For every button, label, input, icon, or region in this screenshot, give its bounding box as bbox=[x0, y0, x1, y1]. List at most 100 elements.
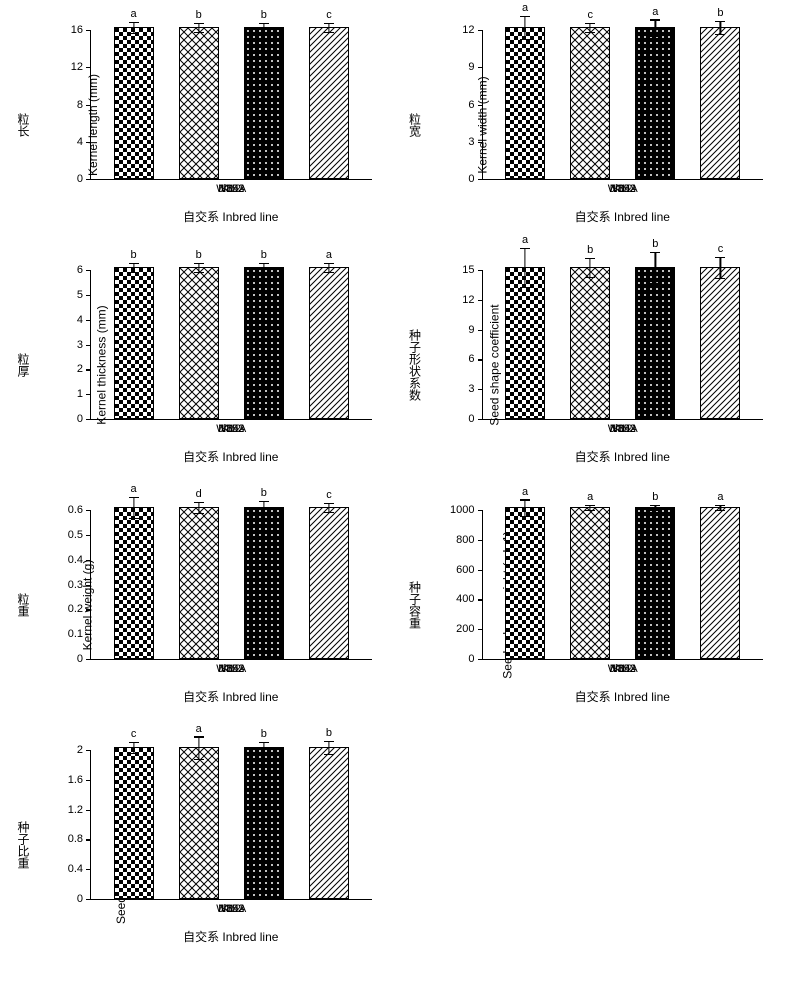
error-cap bbox=[585, 505, 595, 506]
bar: b bbox=[244, 747, 284, 899]
ytick bbox=[478, 419, 483, 420]
error-cap bbox=[129, 753, 139, 754]
ytick-label: 400 bbox=[456, 593, 474, 605]
plot-area: 00.10.20.30.40.50.6aN192dW64AbJi853cK12 bbox=[90, 510, 372, 660]
bar: a bbox=[505, 27, 545, 179]
error-cap bbox=[194, 513, 204, 514]
error-cap bbox=[520, 248, 530, 249]
bar: b bbox=[635, 507, 675, 659]
ytick-label: 200 bbox=[456, 623, 474, 635]
ytick-label: 0.2 bbox=[68, 603, 83, 615]
bar: c bbox=[570, 27, 610, 179]
ytick-label: 0.8 bbox=[68, 833, 83, 845]
bar-wrap: bW64A bbox=[179, 27, 219, 179]
error-cap bbox=[129, 272, 139, 273]
plot-area: 0481216aN192bW64AbJi853cK12 bbox=[90, 30, 372, 180]
error-cap bbox=[585, 510, 595, 511]
bars: bN192bW64AbJi853aK12 bbox=[91, 270, 372, 419]
bar-wrap: aN192 bbox=[114, 507, 154, 659]
error-cap bbox=[324, 754, 334, 755]
bars: aN192aW64AbJi853aK12 bbox=[483, 510, 764, 659]
error-bar bbox=[655, 21, 656, 29]
significance-label: a bbox=[652, 6, 658, 18]
ytick-label: 0 bbox=[77, 653, 83, 665]
xlabel: 自交系 Inbred line bbox=[90, 448, 372, 465]
error-cap bbox=[520, 287, 530, 288]
error-bar bbox=[524, 17, 525, 28]
bar: b bbox=[179, 267, 219, 419]
error-bar bbox=[524, 501, 525, 509]
significance-label: a bbox=[131, 483, 137, 495]
bar-wrap: aN192 bbox=[114, 27, 154, 179]
ytick-label: 1.6 bbox=[68, 774, 83, 786]
error-cap bbox=[194, 736, 204, 737]
xlabel: 自交系 Inbred line bbox=[90, 688, 372, 705]
error-cap bbox=[194, 759, 204, 760]
significance-label: b bbox=[652, 238, 658, 250]
ytick bbox=[86, 659, 91, 660]
bars: aN192cW64AaJi853bK12 bbox=[483, 30, 764, 179]
bar: a bbox=[114, 27, 154, 179]
significance-label: c bbox=[131, 728, 137, 740]
error-cap bbox=[259, 514, 269, 515]
error-cap bbox=[520, 16, 530, 17]
bar-wrap: bK12 bbox=[700, 27, 740, 179]
bar: a bbox=[309, 267, 349, 419]
error-cap bbox=[585, 277, 595, 278]
significance-label: b bbox=[326, 727, 332, 739]
error-cap bbox=[259, 272, 269, 273]
significance-label: c bbox=[326, 489, 332, 501]
error-cap bbox=[715, 21, 725, 22]
ytick-label: 12 bbox=[71, 61, 83, 73]
error-bar bbox=[720, 268, 721, 278]
significance-label: b bbox=[261, 728, 267, 740]
bar-wrap: cK12 bbox=[309, 507, 349, 659]
error-cap bbox=[259, 23, 269, 24]
error-bar bbox=[590, 268, 591, 277]
error-cap bbox=[194, 502, 204, 503]
error-bar bbox=[133, 498, 134, 508]
error-cap bbox=[650, 252, 660, 253]
chart-panel: 粒重Kernel weight (g)00.10.20.30.40.50.6aN… bbox=[20, 500, 382, 710]
error-cap bbox=[129, 742, 139, 743]
bar-wrap: bJi853 bbox=[244, 747, 284, 899]
ytick-label: 2 bbox=[77, 744, 83, 756]
bar: b bbox=[244, 267, 284, 419]
xtick-label: K12 bbox=[221, 663, 241, 675]
significance-label: b bbox=[261, 249, 267, 261]
bar: a bbox=[114, 507, 154, 659]
significance-label: b bbox=[717, 7, 723, 19]
ytick bbox=[86, 419, 91, 420]
significance-label: c bbox=[326, 9, 332, 21]
error-cap bbox=[129, 22, 139, 23]
ytick bbox=[478, 179, 483, 180]
plot-area: 02004006008001000aN192aW64AbJi853aK12 bbox=[482, 510, 764, 660]
error-cap bbox=[715, 510, 725, 511]
ytick-label: 6 bbox=[77, 264, 83, 276]
significance-label: b bbox=[131, 249, 137, 261]
ytick-label: 15 bbox=[462, 264, 474, 276]
chart-panel: 粒长Kernel length (mm)0481216aN192bW64AbJi… bbox=[20, 20, 382, 230]
bar: b bbox=[700, 27, 740, 179]
bar-wrap: aW64A bbox=[570, 507, 610, 659]
ylabel-cn: 种子比重 bbox=[15, 821, 32, 869]
ytick-label: 0 bbox=[77, 893, 83, 905]
ylabel-cn: 粒宽 bbox=[407, 113, 424, 137]
ytick-label: 0.3 bbox=[68, 579, 83, 591]
error-cap bbox=[585, 32, 595, 33]
chart-panel: 粒宽Kernel width (mm)036912aN192cW64AaJi85… bbox=[412, 20, 774, 230]
error-cap bbox=[324, 23, 334, 24]
error-cap bbox=[259, 32, 269, 33]
error-bar bbox=[524, 508, 525, 516]
bar: c bbox=[114, 747, 154, 899]
error-cap bbox=[194, 263, 204, 264]
bar: a bbox=[570, 507, 610, 659]
ytick-label: 4 bbox=[77, 136, 83, 148]
ylabel-cn: 粒长 bbox=[15, 113, 32, 137]
error-cap bbox=[715, 278, 725, 279]
bars: aN192bW64AbJi853cK12 bbox=[91, 30, 372, 179]
bar: b bbox=[570, 267, 610, 419]
ytick-label: 9 bbox=[468, 324, 474, 336]
bar: c bbox=[700, 267, 740, 419]
chart-grid: 粒长Kernel length (mm)0481216aN192bW64AbJi… bbox=[20, 20, 773, 950]
